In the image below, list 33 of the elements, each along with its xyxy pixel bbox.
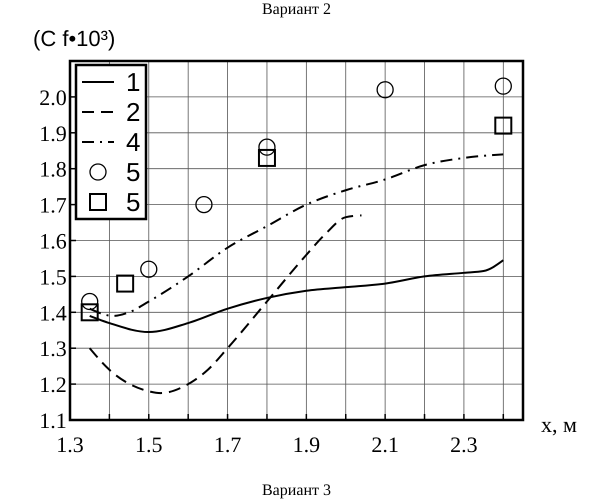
legend-label: 4 [126, 127, 140, 157]
point [80, 303, 99, 322]
x-tick-label: 1.7 [214, 432, 242, 457]
chart-title: Вариант 2 [262, 1, 331, 18]
x-tick-label: 1.9 [292, 432, 320, 457]
x-tick-label: 1.5 [135, 432, 163, 457]
legend-label: 5 [126, 157, 140, 187]
point [195, 196, 213, 214]
legend-label: 2 [126, 97, 140, 127]
y-axis-title: (C f•10³) [33, 26, 116, 51]
legend-label: 5 [126, 187, 140, 217]
y-tick-label: 1.6 [39, 228, 67, 254]
text: Вариант 3 [262, 482, 331, 499]
point [494, 116, 512, 135]
x-tick-label: 1.3 [56, 432, 84, 457]
x-tick-label: 2.1 [371, 432, 399, 457]
point [140, 260, 158, 278]
y-tick-label: 2.0 [39, 84, 67, 110]
point [494, 77, 512, 95]
point [376, 81, 394, 98]
legend-label: 1 [126, 67, 140, 97]
x-tick-label: 2.3 [450, 432, 478, 457]
y-tick-label: 1.3 [39, 336, 67, 362]
y-tick-label: 1.7 [39, 192, 67, 218]
point [258, 148, 276, 167]
y-tick-label: 1.5 [39, 264, 67, 290]
y-tick-label: 1.1 [39, 408, 67, 433]
point [116, 274, 134, 293]
y-tick-label: 1.8 [39, 156, 67, 182]
x-axis-title: x, м [541, 412, 577, 437]
y-tick-label: 1.4 [39, 300, 67, 326]
y-tick-label: 1.2 [39, 372, 67, 398]
y-tick-label: 1.9 [39, 120, 67, 146]
